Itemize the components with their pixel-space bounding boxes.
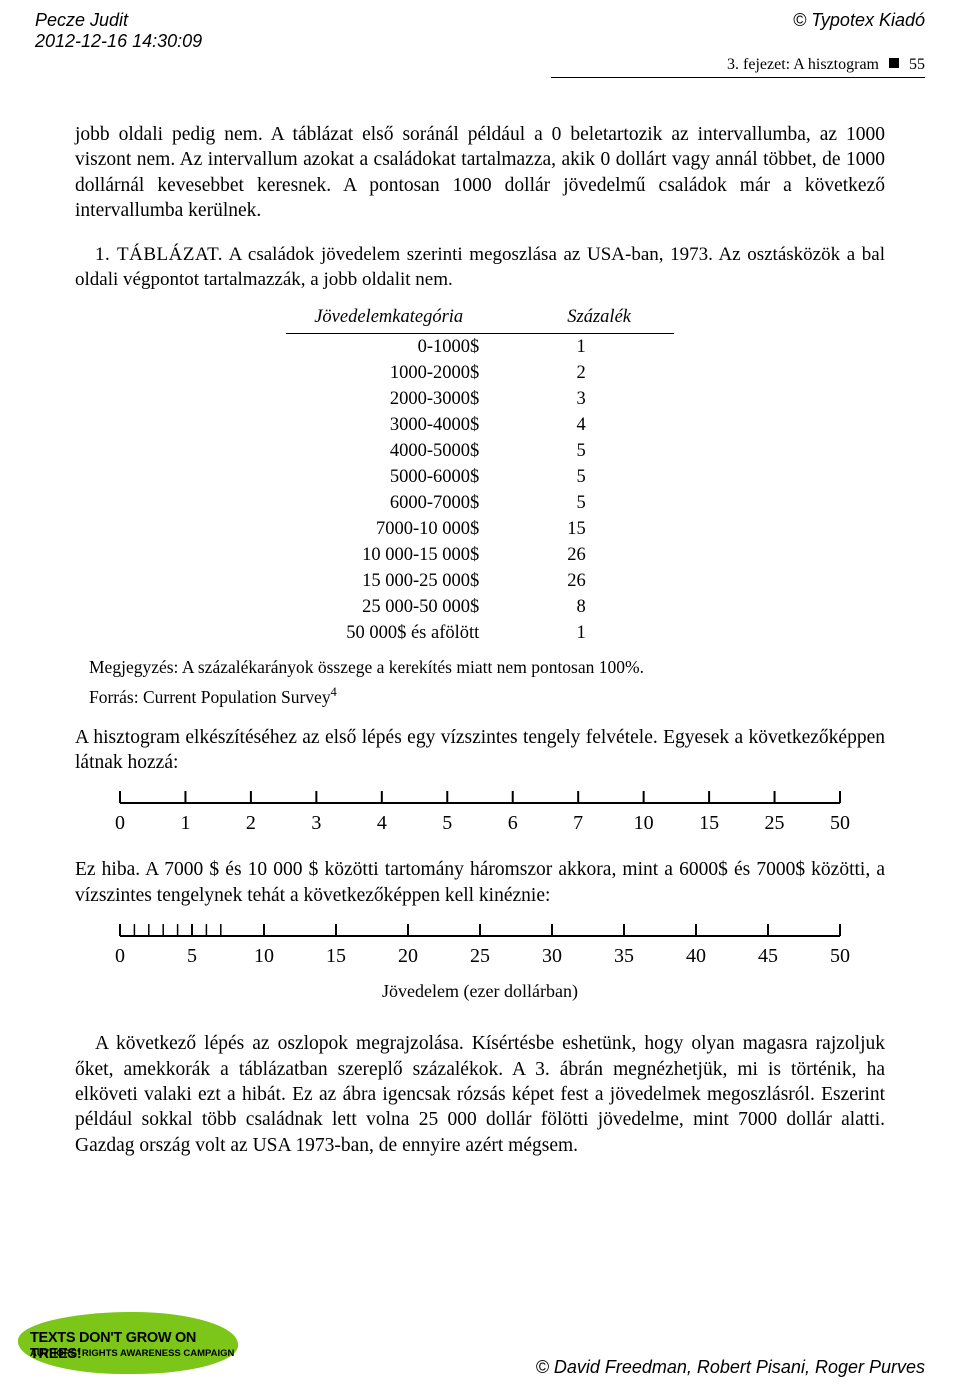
- table-row: 3000-4000$4: [286, 412, 674, 438]
- svg-text:15: 15: [326, 945, 346, 967]
- paragraph-3: Ez hiba. A 7000 $ és 10 000 $ közötti ta…: [75, 857, 885, 908]
- cell-percent: 1: [539, 620, 674, 646]
- paragraph-4: A következő lépés az oszlopok megrajzolá…: [75, 1031, 885, 1158]
- cell-category: 4000-5000$: [286, 438, 539, 464]
- svg-text:0: 0: [115, 812, 125, 834]
- table-source-footnote: 4: [331, 685, 337, 699]
- cell-percent: 5: [539, 438, 674, 464]
- cell-category: 0-1000$: [286, 333, 539, 360]
- table-row: 10 000-15 000$26: [286, 542, 674, 568]
- cell-percent: 3: [539, 386, 674, 412]
- table-row: 50 000$ és afölött1: [286, 620, 674, 646]
- axis-wrong: 0 1 2 3 4 5 6 7 10 15 25 50: [110, 789, 850, 841]
- cell-percent: 5: [539, 464, 674, 490]
- table-row: 1000-2000$2: [286, 360, 674, 386]
- stamp-line-2: AUTHORS' RIGHTS AWARENESS CAMPAIGN: [30, 1348, 234, 1359]
- svg-text:45: 45: [758, 945, 778, 967]
- cell-percent: 26: [539, 542, 674, 568]
- cell-category: 15 000-25 000$: [286, 568, 539, 594]
- table-row: 6000-7000$5: [286, 490, 674, 516]
- square-separator-icon: [889, 58, 899, 68]
- svg-text:25: 25: [470, 945, 490, 967]
- page-header: Pecze Judit 2012-12-16 14:30:09 © Typote…: [35, 10, 925, 52]
- header-right: © Typotex Kiadó: [793, 10, 925, 52]
- cell-percent: 15: [539, 516, 674, 542]
- table-note-1: Megjegyzés: A százalékarányok összege a …: [89, 656, 885, 679]
- campaign-stamp: TEXTS DON'T GROW ON TREES! AUTHORS' RIGH…: [18, 1312, 238, 1374]
- table-caption: 1. TÁBLÁZAT. A családok jövedelem szerin…: [75, 243, 885, 292]
- svg-text:1: 1: [180, 812, 190, 834]
- page-footer: © David Freedman, Robert Pisani, Roger P…: [536, 1357, 925, 1378]
- cell-percent: 1: [539, 333, 674, 360]
- svg-text:40: 40: [686, 945, 706, 967]
- svg-text:3: 3: [311, 812, 321, 834]
- svg-text:15: 15: [699, 812, 719, 834]
- author-name: Pecze Judit: [35, 10, 202, 31]
- cell-category: 50 000$ és afölött: [286, 620, 539, 646]
- paragraph-2: A hisztogram elkészítéséhez az első lépé…: [75, 725, 885, 776]
- svg-text:5: 5: [187, 945, 197, 967]
- publisher: © Typotex Kiadó: [793, 10, 925, 31]
- svg-text:50: 50: [830, 812, 850, 834]
- chapter-header: 3. fejezet: A hisztogram 55: [551, 56, 925, 78]
- table-row: 7000-10 000$15: [286, 516, 674, 542]
- svg-text:30: 30: [542, 945, 562, 967]
- cell-percent: 2: [539, 360, 674, 386]
- header-timestamp: 2012-12-16 14:30:09: [35, 31, 202, 52]
- table-row: 2000-3000$3: [286, 386, 674, 412]
- svg-text:35: 35: [614, 945, 634, 967]
- svg-text:10: 10: [634, 812, 654, 834]
- axis-correct: 0 5 10 15 20 25 30 35 40 45 50: [110, 922, 850, 974]
- table-number: 1. TÁBLÁZAT.: [95, 244, 223, 265]
- page-number: 55: [909, 56, 925, 73]
- svg-text:0: 0: [115, 945, 125, 967]
- cell-category: 1000-2000$: [286, 360, 539, 386]
- cell-percent: 26: [539, 568, 674, 594]
- cell-percent: 4: [539, 412, 674, 438]
- axis2-label: Jövedelem (ezer dollárban): [75, 980, 885, 1003]
- cell-category: 5000-6000$: [286, 464, 539, 490]
- table-row: 25 000-50 000$8: [286, 594, 674, 620]
- paragraph-1: jobb oldali pedig nem. A táblázat első s…: [75, 122, 885, 223]
- page-content: jobb oldali pedig nem. A táblázat első s…: [35, 78, 925, 1158]
- svg-text:25: 25: [765, 812, 785, 834]
- table-row: 15 000-25 000$26: [286, 568, 674, 594]
- cell-percent: 5: [539, 490, 674, 516]
- cell-category: 3000-4000$: [286, 412, 539, 438]
- table-source: Forrás: Current Population Survey: [89, 687, 331, 707]
- col-header-2: Százalék: [539, 301, 674, 334]
- svg-text:50: 50: [830, 945, 850, 967]
- header-left: Pecze Judit 2012-12-16 14:30:09: [35, 10, 202, 52]
- cell-category: 7000-10 000$: [286, 516, 539, 542]
- svg-text:7: 7: [573, 812, 583, 834]
- svg-text:2: 2: [246, 812, 256, 834]
- svg-text:6: 6: [508, 812, 518, 834]
- chapter-label: 3. fejezet: A hisztogram: [727, 56, 879, 73]
- cell-category: 10 000-15 000$: [286, 542, 539, 568]
- table-header-row: Jövedelemkategória Százalék: [286, 301, 674, 334]
- table-row: 4000-5000$5: [286, 438, 674, 464]
- svg-text:5: 5: [442, 812, 452, 834]
- svg-text:4: 4: [377, 812, 387, 834]
- cell-category: 25 000-50 000$: [286, 594, 539, 620]
- cell-category: 6000-7000$: [286, 490, 539, 516]
- cell-category: 2000-3000$: [286, 386, 539, 412]
- svg-text:10: 10: [254, 945, 274, 967]
- svg-text:20: 20: [398, 945, 418, 967]
- table-note-2: Forrás: Current Population Survey4: [89, 685, 885, 709]
- income-table: Jövedelemkategória Százalék 0-1000$11000…: [286, 301, 674, 647]
- cell-percent: 8: [539, 594, 674, 620]
- table-row: 5000-6000$5: [286, 464, 674, 490]
- table-row: 0-1000$1: [286, 333, 674, 360]
- col-header-1: Jövedelemkategória: [286, 301, 539, 334]
